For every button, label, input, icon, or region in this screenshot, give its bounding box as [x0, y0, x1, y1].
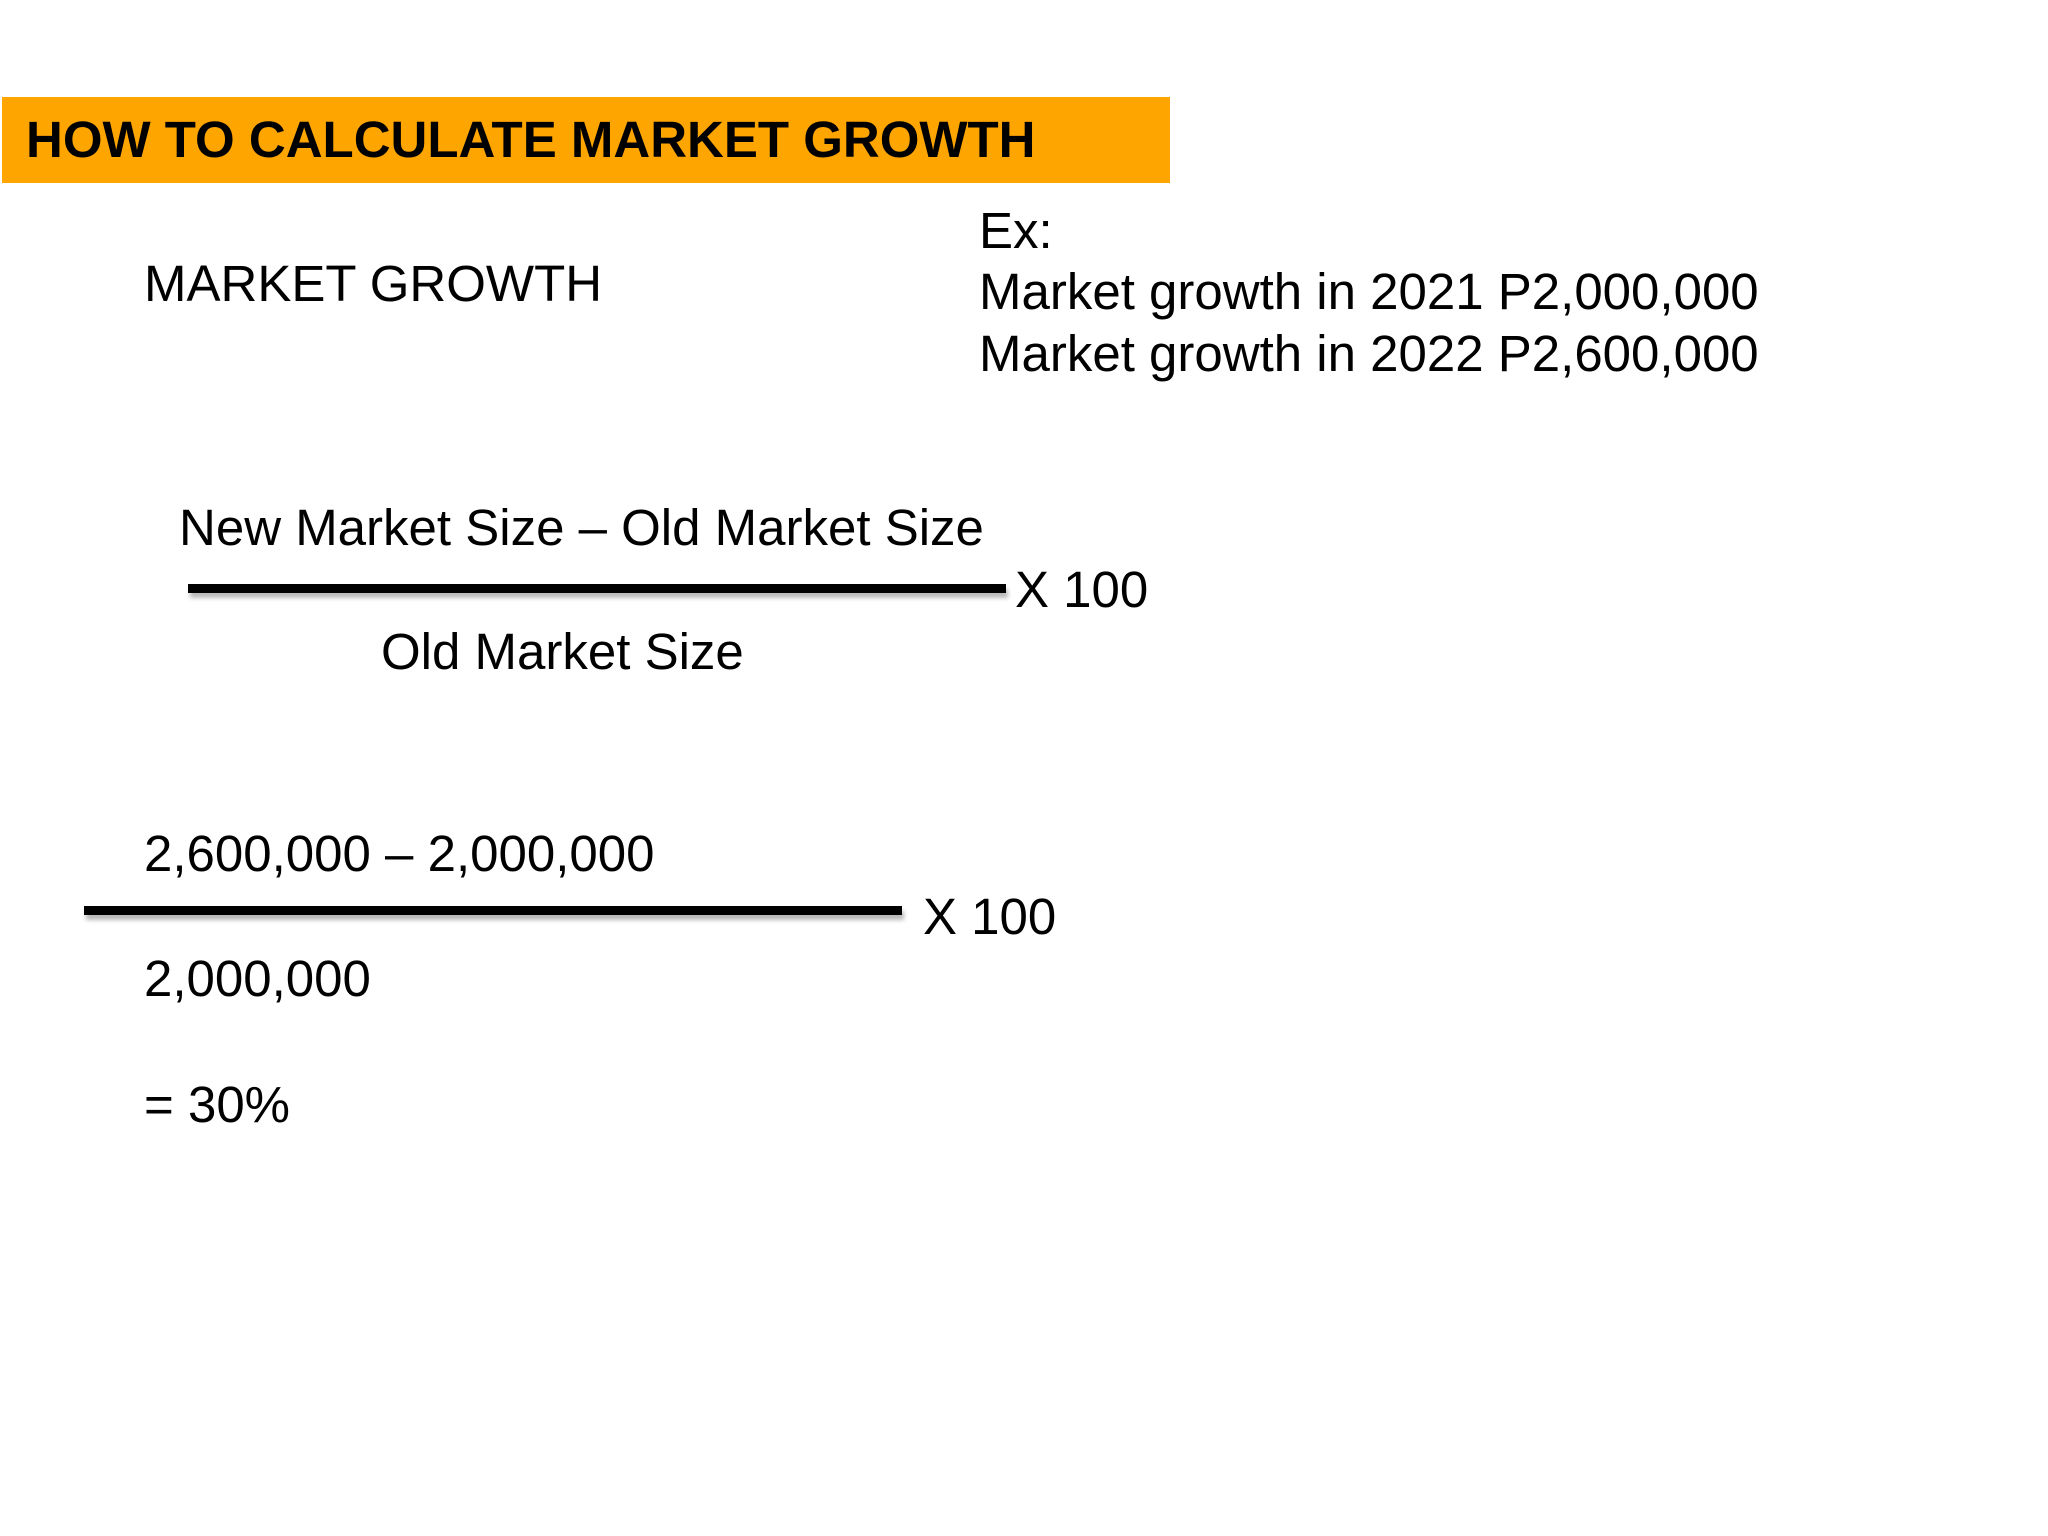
formula-numerator: New Market Size – Old Market Size [179, 499, 984, 556]
calculation-denominator: 2,000,000 [144, 950, 371, 1007]
calculation-multiplier: X 100 [923, 888, 1057, 945]
calculation-fraction-bar [84, 906, 902, 915]
formula-fraction-bar [188, 584, 1006, 593]
calculation-numerator: 2,600,000 – 2,000,000 [144, 825, 655, 882]
calculation-result: = 30% [144, 1076, 291, 1133]
example-line-2021: Market growth in 2021 P2,000,000 [979, 263, 1759, 320]
title-bar: HOW TO CALCULATE MARKET GROWTH [2, 97, 1170, 183]
page-title: HOW TO CALCULATE MARKET GROWTH [26, 111, 1036, 168]
example-label: Ex: [979, 202, 1053, 259]
example-line-2022: Market growth in 2022 P2,600,000 [979, 325, 1759, 382]
market-growth-heading: MARKET GROWTH [144, 255, 603, 312]
formula-multiplier: X 100 [1015, 561, 1149, 618]
formula-denominator: Old Market Size [381, 623, 744, 680]
